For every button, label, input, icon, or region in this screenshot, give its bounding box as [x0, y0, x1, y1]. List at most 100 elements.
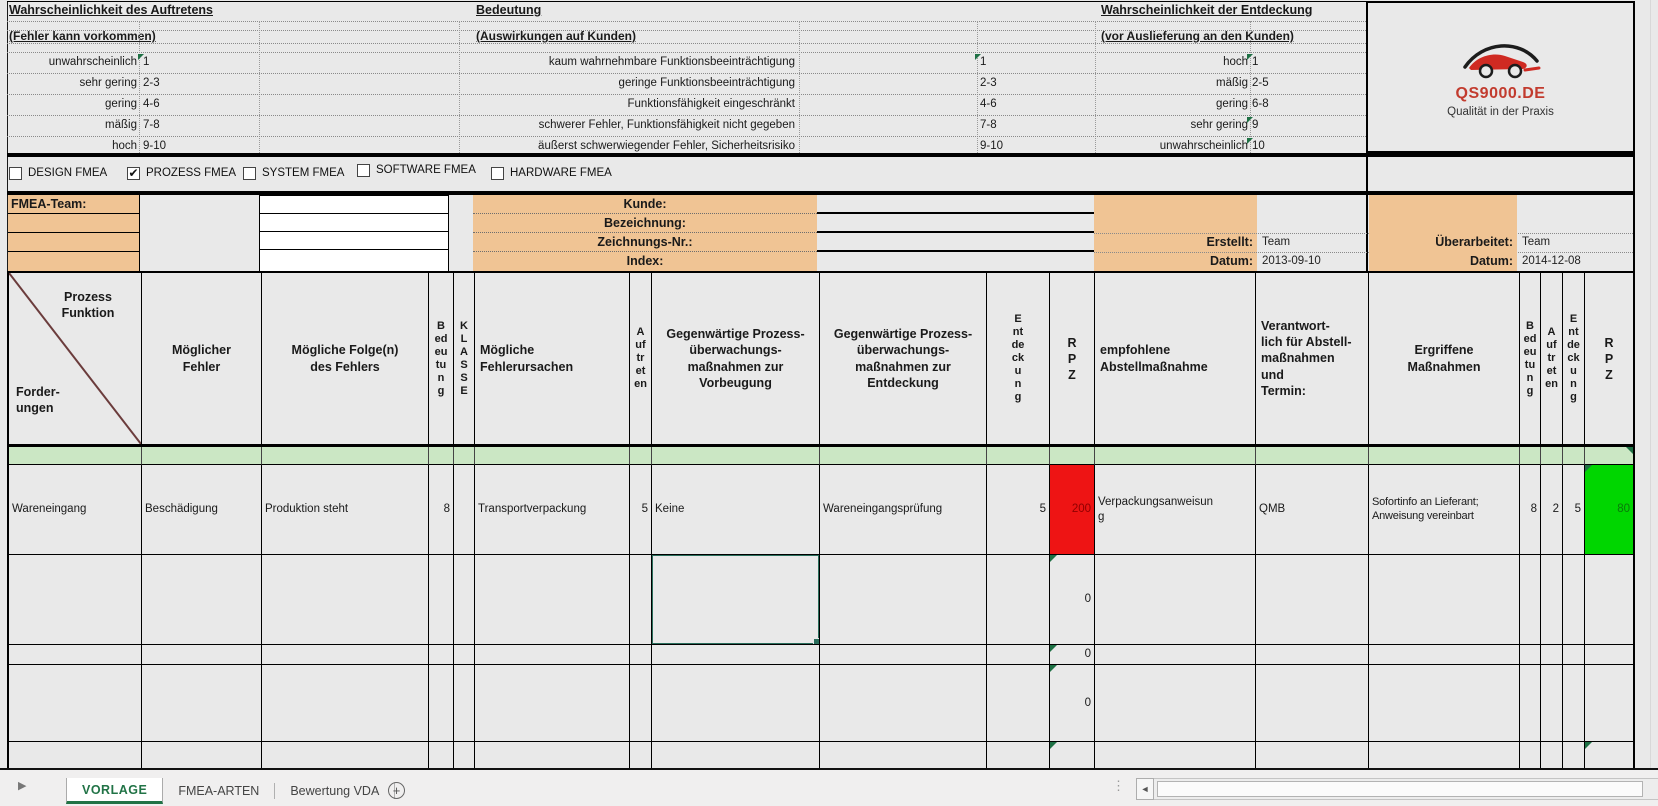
cell-r2-c14[interactable] — [1369, 555, 1520, 645]
tab-bewertung-vda[interactable]: Bewertung VDA — [290, 784, 380, 798]
highlight-band-cell[interactable] — [1520, 447, 1541, 465]
checkbox-hardware-fmea[interactable]: HARDWARE FMEA — [491, 164, 612, 182]
cell-r2-c1[interactable] — [9, 555, 142, 645]
cell-r5-c7[interactable] — [630, 742, 652, 770]
cell-r4-c10[interactable] — [987, 665, 1050, 742]
cell-r5-c15[interactable] — [1520, 742, 1541, 770]
highlight-band-cell[interactable] — [820, 447, 987, 465]
cell-r5-c8[interactable] — [652, 742, 820, 770]
highlight-band-cell[interactable] — [652, 447, 820, 465]
highlight-band-cell[interactable] — [9, 447, 142, 465]
highlight-band-cell[interactable] — [262, 447, 429, 465]
cell-r2-c3[interactable] — [262, 555, 429, 645]
cell-r4-c9[interactable] — [820, 665, 987, 742]
cell-r1-c6[interactable]: Transportverpackung — [475, 465, 630, 555]
cell-r5-c6[interactable] — [475, 742, 630, 770]
tab-resize-dots-icon[interactable]: ⋮ — [1112, 778, 1125, 793]
highlight-band-cell[interactable] — [429, 447, 454, 465]
cell-r2-c2[interactable] — [142, 555, 262, 645]
cell-r2-c18[interactable] — [1585, 555, 1633, 645]
cell-r1-c18[interactable]: 80 — [1585, 465, 1633, 555]
erstellt-datum-value[interactable]: 2013-09-10 — [1262, 255, 1321, 267]
cell-r1-c11[interactable]: 200 — [1050, 465, 1095, 555]
team-input-cell[interactable] — [260, 232, 448, 250]
tab-fmea-arten[interactable]: FMEA-ARTEN — [178, 784, 260, 798]
cell-r4-c12[interactable] — [1095, 665, 1256, 742]
cell-r3-c4[interactable] — [429, 645, 454, 665]
erstellt-value[interactable]: Team — [1262, 236, 1291, 248]
cell-r5-c3[interactable] — [262, 742, 429, 770]
cell-r5-c10[interactable] — [987, 742, 1050, 770]
cell-r3-c9[interactable] — [820, 645, 987, 665]
cell-r1-c17[interactable]: 5 — [1563, 465, 1585, 555]
highlight-band-cell[interactable] — [1050, 447, 1095, 465]
cell-r2-c16[interactable] — [1541, 555, 1563, 645]
cell-r3-c6[interactable] — [475, 645, 630, 665]
checkbox-icon[interactable] — [9, 166, 22, 180]
cell-r3-c1[interactable] — [9, 645, 142, 665]
cell-r4-c5[interactable] — [454, 665, 475, 742]
checkbox-design-fmea[interactable]: DESIGN FMEA — [9, 164, 107, 182]
cell-r1-c2[interactable]: Beschädigung — [142, 465, 262, 555]
cell-r1-c16[interactable]: 2 — [1541, 465, 1563, 555]
cell-r3-c8[interactable] — [652, 645, 820, 665]
highlight-band-cell[interactable] — [454, 447, 475, 465]
cell-r1-c10[interactable]: 5 — [987, 465, 1050, 555]
ueberarbeitet-value[interactable]: Team — [1522, 236, 1551, 248]
cell-r1-c5[interactable] — [454, 465, 475, 555]
cell-r1-c7[interactable]: 5 — [630, 465, 652, 555]
cell-r1-c15[interactable]: 8 — [1520, 465, 1541, 555]
cell-r3-c10[interactable] — [987, 645, 1050, 665]
cell-r5-c1[interactable] — [9, 742, 142, 770]
checkbox-software-fmea[interactable]: SOFTWARE FMEA — [357, 161, 476, 179]
cell-r3-c2[interactable] — [142, 645, 262, 665]
team-input-cell[interactable] — [260, 196, 448, 214]
cell-r4-c3[interactable] — [262, 665, 429, 742]
ueberarbeitet-datum-value[interactable]: 2014-12-08 — [1522, 255, 1581, 267]
tab-vorlage[interactable]: VORLAGE — [66, 778, 164, 804]
cell-r2-c6[interactable] — [475, 555, 630, 645]
cell-r1-c4[interactable]: 8 — [429, 465, 454, 555]
cell-r5-c2[interactable] — [142, 742, 262, 770]
cell-r5-c17[interactable] — [1563, 742, 1585, 770]
cell-r2-c12[interactable] — [1095, 555, 1256, 645]
cell-r1-c12[interactable]: Verpackungsanweisung — [1095, 465, 1256, 555]
highlight-band-cell[interactable] — [1369, 447, 1520, 465]
hscroll-thumb[interactable] — [1157, 781, 1643, 797]
hscroll-left-button[interactable]: ◄ — [1136, 778, 1154, 800]
cell-r1-c13[interactable]: QMB — [1256, 465, 1369, 555]
team-input-cell[interactable] — [260, 214, 448, 232]
cell-r2-c7[interactable] — [630, 555, 652, 645]
cell-r2-c15[interactable] — [1520, 555, 1541, 645]
cell-r4-c6[interactable] — [475, 665, 630, 742]
selection-box[interactable] — [652, 555, 819, 644]
checkbox-system-fmea[interactable]: SYSTEM FMEA — [243, 164, 344, 182]
cell-r2-c11[interactable]: 0 — [1050, 555, 1095, 645]
highlight-band-cell[interactable] — [1585, 447, 1633, 465]
checkbox-icon[interactable] — [243, 166, 256, 180]
kunde-field[interactable] — [817, 195, 1094, 214]
bezeichnung-field[interactable] — [817, 214, 1094, 233]
selection-fill-handle[interactable] — [813, 638, 819, 644]
cell-r5-c11[interactable] — [1050, 742, 1095, 770]
cell-r4-c15[interactable] — [1520, 665, 1541, 742]
cell-r3-c15[interactable] — [1520, 645, 1541, 665]
cell-r3-c11[interactable]: 0 — [1050, 645, 1095, 665]
zeichnungs-nr-field[interactable] — [817, 233, 1094, 252]
cell-r4-c16[interactable] — [1541, 665, 1563, 742]
cell-r2-c4[interactable] — [429, 555, 454, 645]
cell-r4-c18[interactable] — [1585, 665, 1633, 742]
cell-r4-c1[interactable] — [9, 665, 142, 742]
cell-r1-c8[interactable]: Keine — [652, 465, 820, 555]
cell-r3-c14[interactable] — [1369, 645, 1520, 665]
cell-r2-c17[interactable] — [1563, 555, 1585, 645]
cell-r4-c2[interactable] — [142, 665, 262, 742]
cell-r3-c3[interactable] — [262, 645, 429, 665]
add-sheet-button[interactable]: + — [388, 782, 405, 799]
cell-r2-c13[interactable] — [1256, 555, 1369, 645]
cell-r1-c3[interactable]: Produktion steht — [262, 465, 429, 555]
cell-r3-c16[interactable] — [1541, 645, 1563, 665]
cell-r5-c13[interactable] — [1256, 742, 1369, 770]
cell-r5-c12[interactable] — [1095, 742, 1256, 770]
cell-r4-c17[interactable] — [1563, 665, 1585, 742]
